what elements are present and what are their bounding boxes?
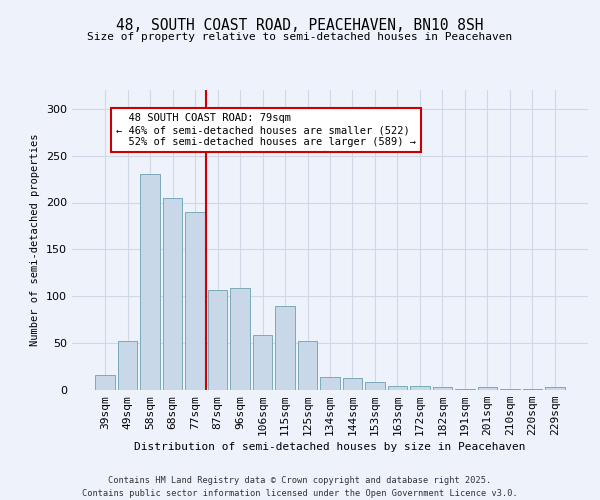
Bar xyxy=(388,386,407,390)
Bar xyxy=(298,341,317,390)
Bar xyxy=(140,174,160,390)
X-axis label: Distribution of semi-detached houses by size in Peacehaven: Distribution of semi-detached houses by … xyxy=(134,442,526,452)
Bar xyxy=(118,341,137,390)
Bar xyxy=(185,212,205,390)
Text: Size of property relative to semi-detached houses in Peacehaven: Size of property relative to semi-detach… xyxy=(88,32,512,42)
Text: Contains HM Land Registry data © Crown copyright and database right 2025.
Contai: Contains HM Land Registry data © Crown c… xyxy=(82,476,518,498)
Bar xyxy=(343,378,362,390)
Text: 48, SOUTH COAST ROAD, PEACEHAVEN, BN10 8SH: 48, SOUTH COAST ROAD, PEACEHAVEN, BN10 8… xyxy=(116,18,484,32)
Bar xyxy=(410,386,430,390)
Bar xyxy=(95,375,115,390)
Bar xyxy=(500,389,520,390)
Bar xyxy=(163,198,182,390)
Bar xyxy=(433,387,452,390)
Bar xyxy=(523,389,542,390)
Bar xyxy=(275,306,295,390)
Bar xyxy=(455,389,475,390)
Bar xyxy=(365,382,385,390)
Bar xyxy=(320,377,340,390)
Text: 48 SOUTH COAST ROAD: 79sqm
← 46% of semi-detached houses are smaller (522)
  52%: 48 SOUTH COAST ROAD: 79sqm ← 46% of semi… xyxy=(116,114,416,146)
Y-axis label: Number of semi-detached properties: Number of semi-detached properties xyxy=(31,134,40,346)
Bar xyxy=(208,290,227,390)
Bar xyxy=(478,387,497,390)
Bar xyxy=(545,387,565,390)
Bar xyxy=(230,288,250,390)
Bar xyxy=(253,334,272,390)
